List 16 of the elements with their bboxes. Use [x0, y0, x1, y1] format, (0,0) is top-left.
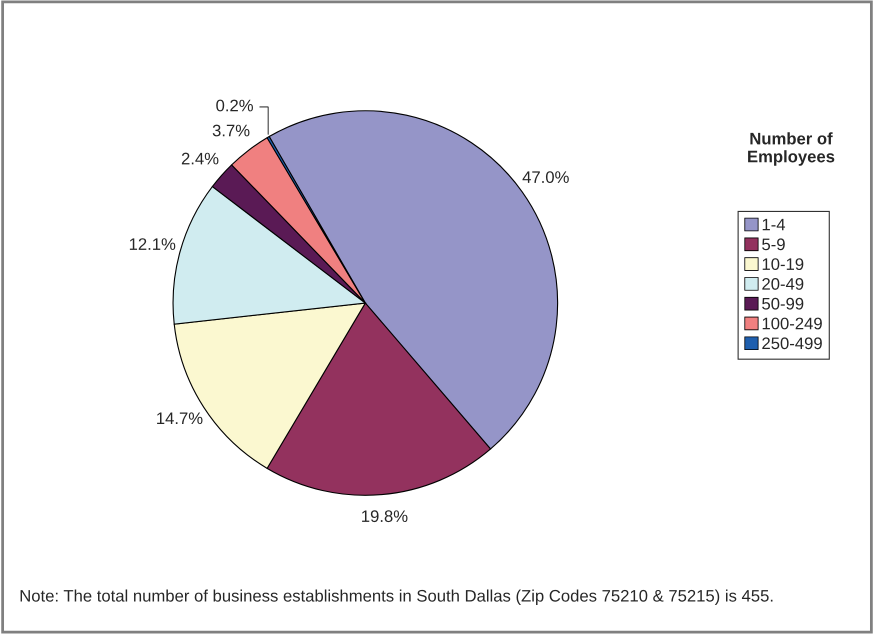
data-label: 19.8% — [362, 510, 408, 522]
legend-label: 10-19 — [762, 258, 804, 270]
data-label: 3.7% — [212, 124, 250, 136]
data-label: 14.7% — [157, 412, 202, 424]
data-label: 47.0% — [522, 171, 569, 184]
data-label: 12.1% — [130, 238, 176, 250]
data-label: 2.4% — [182, 152, 218, 164]
data-label: 0.2% — [216, 100, 253, 112]
legend-label: 20-49 — [762, 278, 804, 290]
text: Note: The total number of business establishments in South Dallas (Zip Codes 75210 & 75215) is 455. — [20, 589, 772, 605]
legend-title: Number of Employees — [748, 132, 834, 166]
legend-label: 250-499 — [762, 337, 822, 350]
legend-label: 50-99 — [762, 298, 804, 310]
legend-label: 1-4 — [762, 218, 786, 230]
legend-label: 5-9 — [762, 238, 785, 250]
legend-label: 100-249 — [762, 318, 822, 330]
